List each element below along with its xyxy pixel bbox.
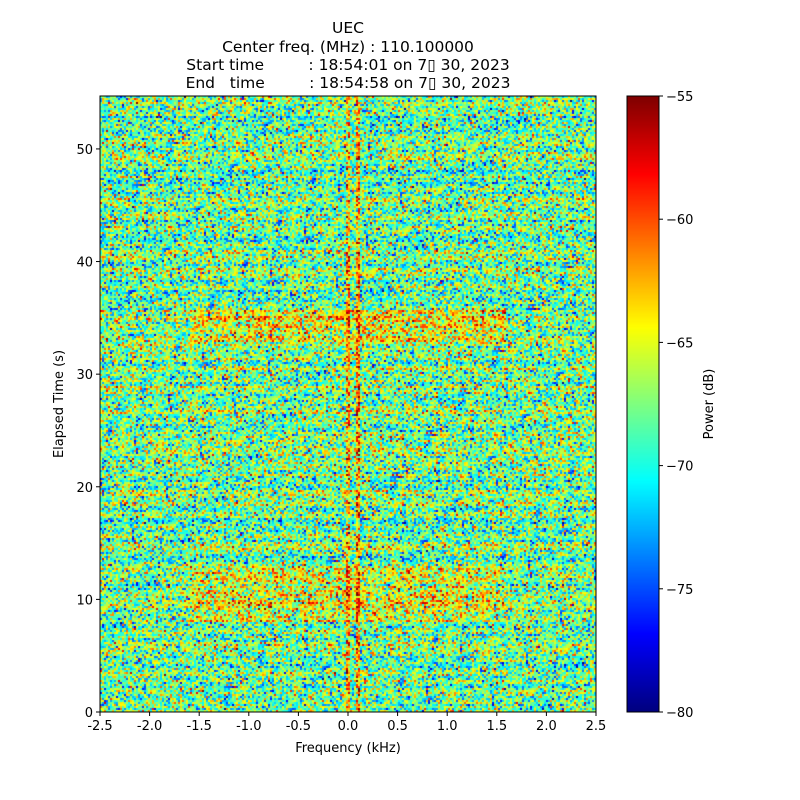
colorbar-tick-label: −80 <box>666 706 693 721</box>
y-tick-label: 0 <box>85 706 93 721</box>
colorbar-tick-label: −65 <box>666 336 693 351</box>
y-tick-label: 40 <box>76 256 93 271</box>
x-tick-label: 1.5 <box>486 719 507 734</box>
x-tick-label: 2.5 <box>586 719 607 734</box>
title-line-2: Center freq. (MHz) : 110.100000 <box>222 38 474 56</box>
colorbar-frame <box>626 95 660 713</box>
colorbar-tick-label: −70 <box>666 460 693 475</box>
y-tick-label: 10 <box>76 593 93 608</box>
colorbar-tick-label: −75 <box>666 583 693 598</box>
title-line-3: Start time : 18:54:01 on 7▯ 30, 2023 <box>186 56 510 74</box>
x-tick-label: -1.5 <box>187 719 212 734</box>
spectrogram-heatmap <box>100 96 596 712</box>
x-tick-label: 0.0 <box>338 719 359 734</box>
y-tick-label: 30 <box>76 368 93 383</box>
x-tick-label: -0.5 <box>286 719 311 734</box>
y-axis-label: Elapsed Time (s) <box>52 350 67 458</box>
x-tick-label: 1.0 <box>437 719 458 734</box>
y-tick-label: 50 <box>76 143 93 158</box>
colorbar-tick-label: −60 <box>666 213 693 228</box>
colorbar <box>627 96 659 712</box>
x-axis-label: Frequency (kHz) <box>295 741 401 756</box>
colorbar-tick-label: −55 <box>666 90 693 105</box>
title-line-4: End time : 18:54:58 on 7▯ 30, 2023 <box>185 74 511 92</box>
plot-frame <box>99 95 597 713</box>
x-tick-label: 2.0 <box>536 719 557 734</box>
title-line-1: UEC <box>332 19 364 37</box>
x-tick-label: -1.0 <box>236 719 261 734</box>
x-tick-label: 0.5 <box>387 719 408 734</box>
colorbar-label: Power (dB) <box>702 369 717 440</box>
x-tick-label: -2.5 <box>87 719 112 734</box>
x-tick-label: -2.0 <box>137 719 162 734</box>
y-tick-label: 20 <box>76 481 93 496</box>
